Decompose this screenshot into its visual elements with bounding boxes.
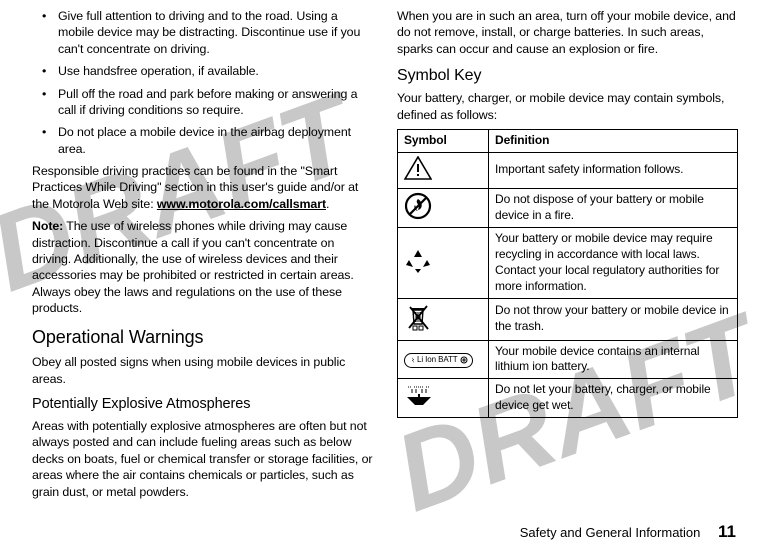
heading-explosive-atmospheres: Potentially Explosive Atmospheres	[32, 395, 373, 414]
list-item: Use handsfree operation, if available.	[58, 63, 373, 79]
paragraph: Obey all posted signs when using mobile …	[32, 354, 373, 387]
symbol-cell	[398, 188, 489, 228]
table-row: Do not dispose of your battery or mobile…	[398, 188, 738, 228]
table-row: Your battery or mobile device may requir…	[398, 228, 738, 298]
definition-cell: Your battery or mobile device may requir…	[489, 228, 738, 298]
left-column: Give full attention to driving and to th…	[32, 8, 391, 506]
list-item: Do not place a mobile device in the airb…	[58, 124, 373, 157]
callsmart-link[interactable]: www.motorola.com/callsmart	[157, 197, 326, 211]
definition-cell: Do not let your battery, charger, or mob…	[489, 379, 738, 418]
note-label: Note:	[32, 219, 63, 233]
recycle-icon	[404, 247, 432, 275]
warning-triangle-icon	[404, 156, 432, 180]
page-number: 11	[718, 522, 736, 541]
li-ion-label: Li Ion BATT	[417, 355, 457, 364]
col-header-definition: Definition	[489, 129, 738, 152]
symbol-cell	[398, 379, 489, 418]
no-trash-icon	[404, 302, 432, 332]
paragraph: Your battery, charger, or mobile device …	[397, 90, 738, 123]
table-row: Do not throw your battery or mobile devi…	[398, 298, 738, 340]
symbol-cell	[398, 298, 489, 340]
col-header-symbol: Symbol	[398, 129, 489, 152]
definition-cell: Do not throw your battery or mobile devi…	[489, 298, 738, 340]
table-header-row: Symbol Definition	[398, 129, 738, 152]
no-water-icon	[404, 383, 434, 409]
heading-symbol-key: Symbol Key	[397, 65, 738, 86]
list-item: Pull off the road and park before making…	[58, 86, 373, 119]
page-content: Give full attention to driving and to th…	[0, 0, 758, 506]
li-ion-batt-icon: Li Ion BATT	[404, 353, 473, 368]
list-item: Give full attention to driving and to th…	[58, 8, 373, 57]
note-paragraph: Note: The use of wireless phones while d…	[32, 218, 373, 316]
no-fire-icon	[404, 192, 432, 220]
note-body: The use of wireless phones while driving…	[32, 219, 354, 315]
symbol-table: Symbol Definition Important safety infor…	[397, 129, 738, 418]
paragraph: Responsible driving practices can be fou…	[32, 163, 373, 212]
definition-cell: Do not dispose of your battery or mobile…	[489, 188, 738, 228]
text: .	[326, 197, 329, 211]
right-column: When you are in such an area, turn off y…	[391, 8, 738, 506]
bullet-list: Give full attention to driving and to th…	[32, 8, 373, 157]
page-footer: Safety and General Information 11	[520, 522, 736, 542]
footer-title: Safety and General Information	[520, 525, 701, 540]
symbol-cell	[398, 228, 489, 298]
paragraph: Areas with potentially explosive atmosph…	[32, 418, 373, 500]
symbol-cell: Li Ion BATT	[398, 340, 489, 379]
table-row: Li Ion BATT Your mobile device contains …	[398, 340, 738, 379]
paragraph: When you are in such an area, turn off y…	[397, 8, 738, 57]
table-row: Important safety information follows.	[398, 152, 738, 188]
symbol-cell	[398, 152, 489, 188]
table-row: Do not let your battery, charger, or mob…	[398, 379, 738, 418]
heading-operational-warnings: Operational Warnings	[32, 326, 373, 350]
definition-cell: Important safety information follows.	[489, 152, 738, 188]
definition-cell: Your mobile device contains an internal …	[489, 340, 738, 379]
